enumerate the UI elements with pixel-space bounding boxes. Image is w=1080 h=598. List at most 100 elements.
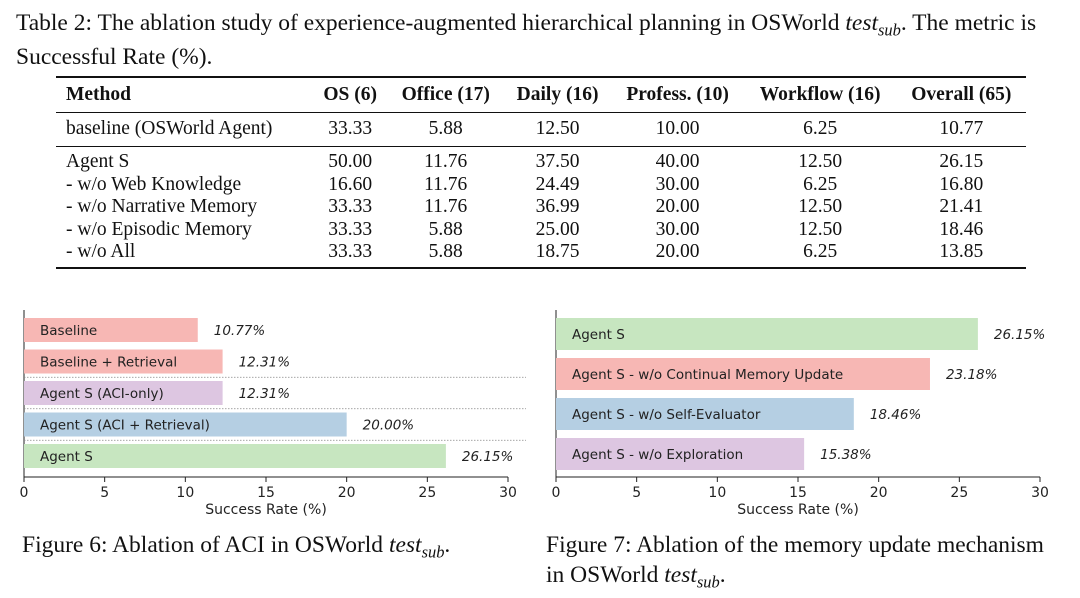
table-row: - w/o Narrative Memory 33.33 11.76 36.99… [56,196,1026,219]
cell-daily: 37.50 [535,151,580,172]
cell-method: - w/o All [56,241,313,269]
x-tick-label: 30 [1031,485,1049,501]
bar [24,381,223,405]
cell-office: 11.76 [424,173,468,195]
figure6-caption: Figure 6: Ablation of ACI in OSWorld tes… [22,530,542,568]
bar-category-label: Agent S (ACI + Retrieval) [40,418,210,434]
cell-profess: 40.00 [655,151,700,172]
cell-profess: 30.00 [655,218,700,240]
bar-category-label: Agent S [40,449,93,465]
ablation-table: Method OS (6) Office (17) Daily (16) Pro… [56,76,1026,269]
cell-method: - w/o Web Knowledge [66,173,242,195]
cell-daily: 12.50 [503,112,612,147]
cell-overall: 13.85 [896,241,1026,269]
x-tick-label: 20 [338,485,356,501]
bar-category-label: Agent S [572,327,625,343]
figure6-aci-ablation-chart: Baseline 10.77% Baseline + Retrieval 12.31%… [20,310,526,518]
cell-method: - w/o Narrative Memory [66,196,258,217]
header-method: Method [56,76,313,113]
header-office: Office (17) [387,76,504,113]
x-tick-label: 0 [552,485,561,501]
figure7-caption-prefix: Figure 7: Ablation of the memory update … [546,532,1044,588]
bar-category-label: Agent S - w/o Exploration [572,447,743,463]
x-tick-label: 10 [708,485,726,501]
header-daily: Daily (16) [503,76,612,113]
bar-category-label: Agent S (ACI-only) [40,386,164,402]
cell-profess: 10.00 [611,112,744,147]
cell-method: baseline (OSWorld Agent) [56,112,313,147]
cell-workflow: 12.50 [798,151,843,172]
cell-os: 33.33 [312,112,388,147]
figure7-memory-update-chart: Agent S 26.15% Agent S - w/o Continual Mem… [552,310,1049,518]
header-overall: Overall (65) [896,76,1026,113]
bar [556,358,930,390]
figure6-caption-sub-base: test [388,532,422,558]
cell-overall: 16.80 [939,173,984,195]
bar-value-label: 10.77% [214,323,265,339]
cell-overall: 21.41 [939,196,984,217]
x-tick-label: 5 [632,485,641,501]
cell-os: 33.33 [328,196,373,217]
bar-category-label: Agent S - w/o Continual Memory Update [572,367,843,383]
table-caption: Table 2: The ablation study of experienc… [16,10,1066,71]
cell-office: 5.88 [428,218,463,240]
table-row: baseline (OSWorld Agent) 33.33 5.88 12.5… [56,112,1026,147]
x-tick-label: 0 [20,485,29,501]
cell-profess: 20.00 [655,196,700,217]
cell-profess: 30.00 [655,173,700,195]
cell-overall: 10.77 [896,112,1026,147]
bar-category-label: Baseline [40,323,97,339]
table-row: - w/o All 33.33 5.88 18.75 20.00 6.25 13… [56,241,1026,269]
header-workflow: Workflow (16) [743,76,897,113]
bar-value-label: 26.15% [994,327,1045,343]
bar [24,349,223,374]
cell-method: Agent S [66,151,130,172]
cell-workflow: 6.25 [803,173,838,195]
cell-os: 50.00 [328,151,373,172]
bar [24,412,347,437]
table-row: - w/o Web Knowledge 16.60 11.76 24.49 30… [56,174,1026,197]
cell-workflow: 12.50 [798,196,843,217]
table-caption-sub-index: sub [878,20,901,40]
table-caption-prefix: Table 2: The ablation study of experienc… [16,10,846,36]
cell-profess: 20.00 [611,241,744,269]
cell-overall: 26.15 [939,151,984,172]
cell-daily: 18.75 [503,241,612,269]
figure7-caption: Figure 7: Ablation of the memory update … [546,530,1066,598]
x-tick-label: 5 [100,485,109,501]
bar-value-label: 12.31% [239,386,290,402]
header-profess: Profess. (10) [611,76,744,113]
cell-office: 5.88 [387,112,504,147]
cell-office: 11.76 [424,196,468,217]
bar-value-label: 18.46% [870,407,921,423]
bar-value-label: 23.18% [946,367,997,383]
x-tick-label: 25 [950,485,968,501]
table-row: - w/o Episodic Memory 33.33 5.88 25.00 3… [56,219,1026,242]
bar [24,318,198,342]
x-axis-label: Success Rate (%) [737,502,859,518]
x-tick-label: 30 [499,485,517,501]
table-row: Agent S 50.00 11.76 37.50 40.00 12.50 26… [56,147,1026,174]
figure7-caption-sub-index: sub [696,572,720,592]
bar [556,398,854,430]
x-tick-label: 10 [176,485,194,501]
figure6-caption-sub-index: sub [421,542,445,562]
bar [556,318,978,350]
bar-value-label: 12.31% [239,355,290,371]
cell-daily: 24.49 [535,173,580,195]
cell-daily: 36.99 [535,196,580,217]
bar-value-label: 26.15% [462,449,513,465]
bar-value-label: 20.00% [363,418,414,434]
bar-category-label: Baseline + Retrieval [40,355,177,371]
x-axis-label: Success Rate (%) [205,502,327,518]
cell-workflow: 12.50 [798,218,843,240]
cell-workflow: 6.25 [743,241,897,269]
table-caption-suffix: . The metric is Successful Rate (%). [16,10,1037,70]
cell-os: 33.33 [328,218,373,240]
cell-office: 5.88 [387,241,504,269]
bar-value-label: 15.38% [820,447,871,463]
x-tick-label: 20 [870,485,888,501]
cell-overall: 18.46 [939,218,984,240]
table-caption-sub-base: test [845,10,878,36]
cell-os: 16.60 [328,173,373,195]
